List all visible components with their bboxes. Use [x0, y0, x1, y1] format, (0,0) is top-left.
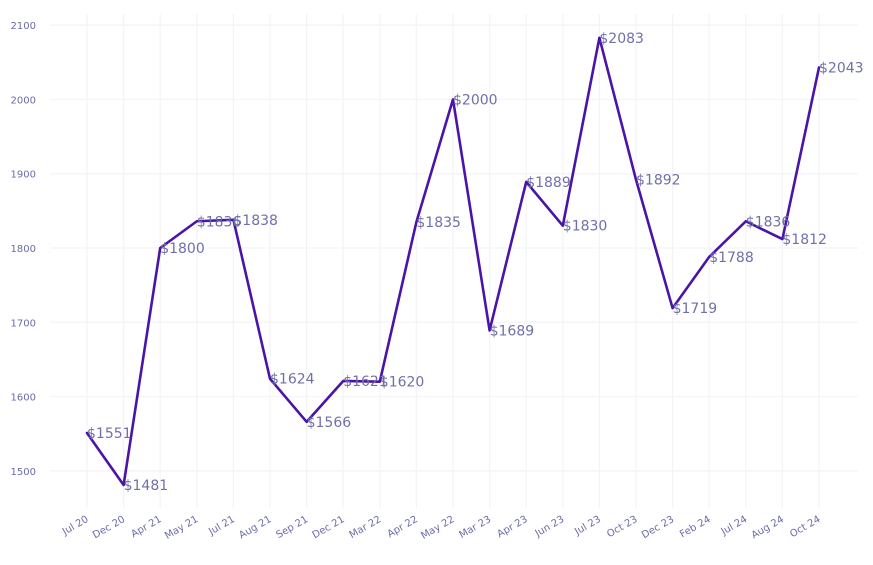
- data-label: $1836: [746, 214, 791, 230]
- data-label: $1551: [87, 426, 132, 442]
- data-label: $1566: [307, 415, 352, 431]
- data-label: $1689: [490, 323, 535, 339]
- x-tick-label: Apr 21: [129, 514, 163, 540]
- y-tick-label: 1800: [11, 244, 36, 255]
- x-tick-label: Apr 23: [495, 514, 529, 540]
- y-tick-label: 1900: [11, 170, 36, 181]
- data-label: $1624: [270, 372, 315, 388]
- data-label: $1892: [636, 173, 681, 189]
- x-tick-label: Mar 22: [348, 514, 384, 541]
- y-tick-label: 1600: [11, 393, 36, 404]
- y-tick-label: 1500: [11, 467, 36, 478]
- series-line: [85, 36, 821, 487]
- x-tick-label: Mar 23: [457, 514, 493, 541]
- data-labels: $1551$1481$1800$1836$1838$1624$1566$1621…: [87, 31, 864, 494]
- x-tick-label: Oct 23: [605, 514, 639, 540]
- data-label: $1830: [563, 219, 608, 235]
- x-tick-label: Feb 24: [678, 514, 713, 540]
- data-label: $1800: [160, 241, 205, 257]
- x-axis-ticks: Jul 20 Dec 20 Apr 21 May 21 Jul 21 Aug 21 Sep …: [60, 514, 823, 542]
- x-tick-label: Jun 23: [533, 514, 567, 540]
- data-label: $1620: [380, 375, 425, 391]
- x-tick-label: Jul 24: [719, 514, 750, 538]
- x-tick-label: Oct 24: [788, 514, 822, 540]
- data-label: $1889: [526, 175, 571, 191]
- grid-layer: [50, 14, 858, 508]
- y-axis-ticks: 1500 1600 1700 1800 1900 2000 2100: [11, 21, 36, 478]
- x-tick-label: Sep 21: [274, 514, 310, 541]
- data-label: $2043: [819, 60, 864, 76]
- data-label: $1812: [782, 232, 827, 248]
- x-tick-label: Dec 21: [311, 514, 347, 541]
- y-tick-label: 2000: [11, 95, 36, 106]
- x-tick-label: Jul 20: [60, 514, 91, 538]
- x-tick-label: Jul 23: [572, 514, 603, 538]
- data-label: $1788: [709, 250, 754, 266]
- data-label: $1838: [233, 213, 278, 229]
- x-tick-label: Dec 20: [91, 514, 127, 541]
- data-label: $1481: [124, 478, 169, 494]
- data-label: $1835: [416, 215, 461, 231]
- x-tick-label: Dec 23: [640, 514, 676, 541]
- data-label: $1719: [673, 301, 718, 317]
- data-label: $2083: [599, 31, 644, 47]
- x-tick-label: Apr 22: [386, 514, 420, 540]
- x-tick-label: Jul 21: [206, 514, 237, 538]
- x-tick-label: May 21: [163, 514, 200, 542]
- y-tick-label: 1700: [11, 318, 36, 329]
- x-tick-label: May 22: [419, 514, 456, 542]
- data-label: $1836: [197, 214, 242, 230]
- x-tick-label: Aug 21: [237, 514, 273, 541]
- x-tick-label: Aug 24: [750, 514, 786, 541]
- y-tick-label: 2100: [11, 21, 36, 32]
- data-label: $1621: [343, 374, 388, 390]
- data-label: $2000: [453, 92, 498, 108]
